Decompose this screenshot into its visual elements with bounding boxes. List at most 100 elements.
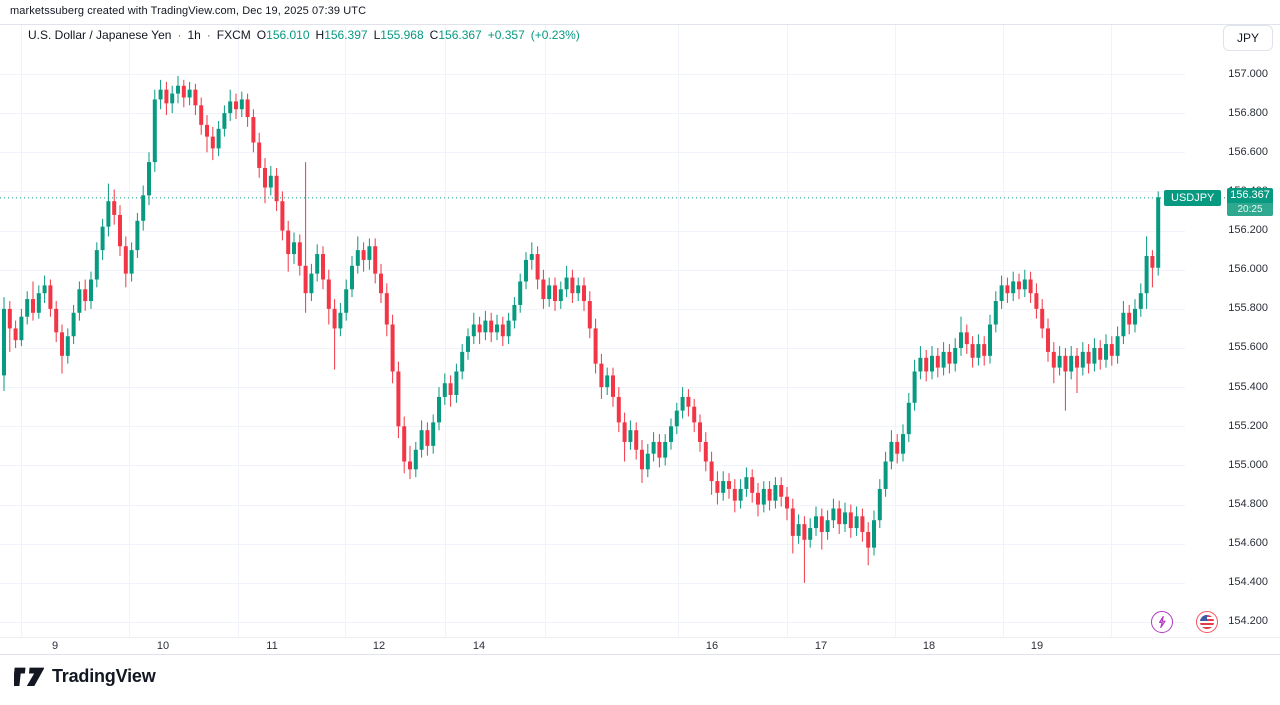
- candle-body: [1127, 312, 1132, 325]
- candle-body: [599, 363, 604, 388]
- candle-body: [889, 441, 894, 462]
- candle-body: [703, 441, 708, 462]
- candle-body: [877, 488, 882, 521]
- candle-body: [373, 246, 378, 274]
- candle-body: [593, 328, 598, 364]
- attribution-text: marketssuberg created with TradingView.c…: [10, 5, 367, 17]
- candle-body: [564, 277, 569, 290]
- candle-body: [147, 162, 151, 196]
- candle-body: [518, 281, 523, 305]
- candle-body: [1057, 355, 1062, 368]
- candle-body: [982, 344, 987, 356]
- candle-body: [48, 285, 53, 309]
- candle-body: [570, 277, 575, 294]
- time-tick-label: 17: [814, 640, 828, 652]
- candle-body: [326, 279, 331, 309]
- candle-body: [947, 351, 952, 364]
- candle-body: [529, 254, 534, 260]
- candle-body: [274, 175, 279, 202]
- candle-body: [854, 516, 859, 529]
- candle-body: [286, 230, 291, 255]
- candle-body: [344, 289, 349, 313]
- candle-body: [83, 289, 88, 302]
- candle-body: [1034, 293, 1039, 309]
- candle-body: [1022, 279, 1027, 290]
- tradingview-logo[interactable]: TradingView: [14, 665, 156, 687]
- candle-body: [367, 246, 372, 260]
- candle-body: [89, 279, 93, 302]
- candle-body: [848, 512, 853, 529]
- candle-body: [628, 430, 633, 442]
- candle-body: [292, 242, 296, 255]
- last-price-value: 156.367: [1227, 188, 1273, 203]
- us-flag-icon[interactable]: [1196, 611, 1218, 633]
- candle-body: [216, 128, 221, 149]
- candle-body: [42, 285, 47, 294]
- candle-body: [199, 105, 204, 125]
- ohlc-high: H 156.397: [315, 28, 368, 42]
- candle-body: [547, 285, 552, 300]
- candle-body: [1080, 351, 1085, 368]
- last-price-axis-label: 156.367 20:25: [1227, 188, 1273, 216]
- time-tick-label: 18: [922, 640, 936, 652]
- candle-body: [379, 273, 383, 294]
- lightning-icon[interactable]: [1151, 611, 1173, 633]
- candle-body: [964, 332, 969, 345]
- candle-body: [680, 396, 685, 411]
- candle-body: [512, 304, 517, 321]
- candle-body: [709, 461, 714, 482]
- candle-body: [918, 357, 923, 372]
- candle-body: [54, 308, 59, 333]
- candle-body: [1011, 281, 1016, 294]
- candle-body: [390, 324, 395, 372]
- time-tick-label: 10: [156, 640, 170, 652]
- candle-body: [843, 512, 847, 525]
- candle-body: [123, 246, 128, 274]
- separator-dot: ·: [177, 28, 182, 42]
- candle-body: [541, 279, 546, 300]
- symbol-price-flag[interactable]: USDJPY: [1164, 190, 1222, 206]
- panel-bottom-border: [0, 654, 1280, 655]
- candle-body: [135, 220, 140, 251]
- candle-body: [60, 332, 64, 356]
- price-tick-label: 155.200: [1228, 419, 1268, 432]
- candle-body: [419, 430, 424, 450]
- candle-body: [396, 371, 401, 427]
- candle-body: [408, 461, 412, 470]
- symbol-info-row[interactable]: U.S. Dollar / Japanese Yen · 1h · FXCM O…: [28, 28, 580, 42]
- candle-body: [698, 422, 702, 442]
- candle-body: [727, 481, 731, 489]
- candle-body: [129, 250, 134, 274]
- candle-body: [454, 371, 459, 395]
- candle-body: [361, 250, 366, 260]
- candle-body: [297, 242, 302, 266]
- ohlc-low: L 155.968: [373, 28, 424, 42]
- candle-body: [866, 531, 871, 548]
- time-tick-label: 12: [372, 640, 386, 652]
- candle-body: [94, 250, 99, 280]
- candle-body: [819, 516, 824, 532]
- lightning-glyph: [1159, 616, 1166, 628]
- candle-body: [1138, 293, 1143, 309]
- candle-body: [715, 481, 720, 493]
- candle-body: [234, 101, 238, 110]
- time-tick-label: 11: [266, 640, 278, 652]
- candle-body: [1075, 355, 1079, 368]
- candle-body: [674, 410, 679, 427]
- candle-body: [524, 259, 528, 282]
- candle-body: [158, 89, 163, 100]
- candle-body: [611, 375, 615, 397]
- candle-body: [1046, 328, 1050, 352]
- currency-unit-button[interactable]: JPY: [1223, 25, 1273, 51]
- candle-body: [651, 441, 656, 454]
- candle-body: [309, 273, 314, 294]
- candle-body: [1144, 256, 1149, 294]
- candle-body: [587, 301, 592, 329]
- candle-body: [384, 293, 389, 325]
- price-tick-label: 154.800: [1228, 498, 1268, 511]
- candle-body: [622, 422, 627, 442]
- price-tick-label: 156.000: [1228, 263, 1268, 276]
- bar-countdown: 20:25: [1227, 203, 1273, 216]
- tradingview-brand-text: TradingView: [52, 665, 156, 686]
